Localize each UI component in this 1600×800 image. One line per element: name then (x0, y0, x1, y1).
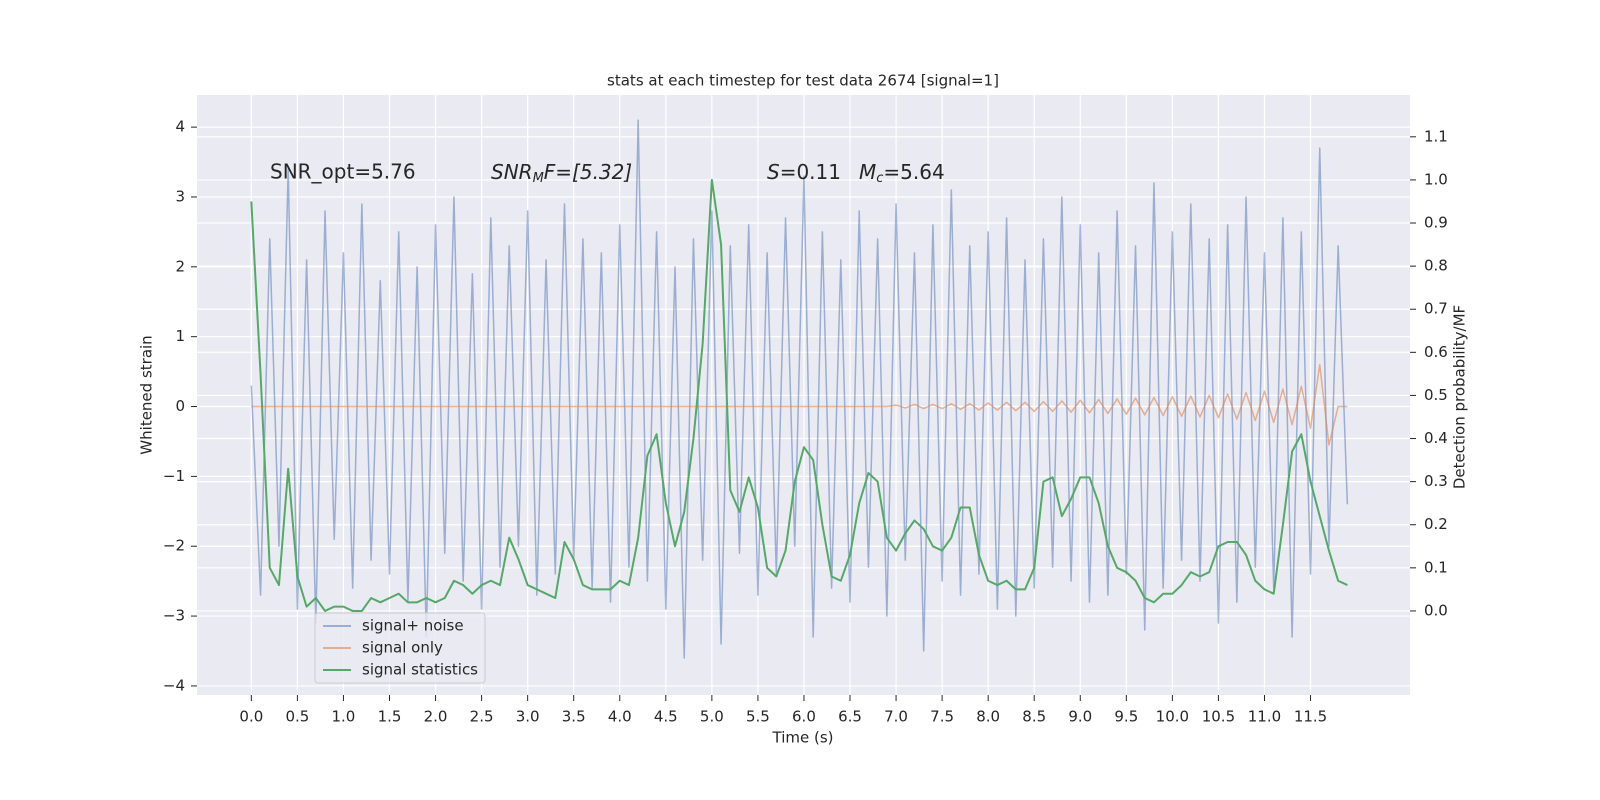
annotation: =0.11 (780, 160, 841, 184)
y-tick-label: −1 (163, 467, 185, 485)
y2-tick-label: 0.9 (1424, 214, 1448, 232)
annotation: F=[5.32] (544, 160, 632, 184)
x-tick-label: 7.5 (930, 708, 954, 726)
y2-tick-label: 0.3 (1424, 472, 1448, 490)
x-tick-label: 3.0 (516, 708, 540, 726)
x-axis-label: Time (s) (772, 729, 834, 747)
y2-tick-label: 0.0 (1424, 601, 1448, 619)
x-tick-label: 11.0 (1248, 708, 1281, 726)
y2-tick-label: 0.6 (1424, 343, 1448, 361)
y2-tick-label: 0.2 (1424, 515, 1448, 533)
x-tick-label: 0.0 (239, 708, 263, 726)
y-tick-label: 2 (175, 257, 185, 275)
legend-label: signal+ noise (362, 617, 464, 635)
x-tick-label: 10.5 (1202, 708, 1235, 726)
y2-tick-label: 0.4 (1424, 429, 1448, 447)
y-tick-label: 4 (175, 118, 185, 136)
y2-tick-label: 0.7 (1424, 300, 1448, 318)
legend-label: signal only (362, 639, 443, 657)
y-axis-label: Whitened strain (138, 335, 156, 454)
annotation: SNR_opt=5.76 (270, 160, 416, 184)
x-tick-label: 11.5 (1294, 708, 1327, 726)
annotation: =5.64 (883, 160, 944, 184)
series-line (250, 178, 1348, 612)
y-tick-label: 0 (175, 397, 185, 415)
y-tick-label: −4 (163, 676, 185, 694)
y-tick-label: −3 (163, 607, 185, 625)
x-tick-label: 8.0 (976, 708, 1000, 726)
x-tick-label: 3.5 (562, 708, 586, 726)
annotation: S (767, 160, 780, 184)
x-tick-label: 0.5 (285, 708, 309, 726)
x-tick-label: 10.0 (1156, 708, 1189, 726)
x-tick-label: 9.5 (1114, 708, 1138, 726)
legend-label: signal statistics (362, 661, 478, 679)
annotation: c (876, 171, 883, 186)
x-tick-label: 4.0 (608, 708, 632, 726)
x-tick-label: 4.5 (654, 708, 678, 726)
y-tick-label: 1 (175, 327, 185, 345)
y-tick-label: 3 (175, 187, 185, 205)
x-tick-label: 5.5 (746, 708, 770, 726)
annotation: Mc=5.64 (859, 160, 945, 186)
x-tick-label: 2.0 (424, 708, 448, 726)
x-tick-label: 7.0 (884, 708, 908, 726)
x-tick-label: 9.0 (1068, 708, 1092, 726)
x-tick-label: 5.0 (700, 708, 724, 726)
x-tick-label: 2.5 (470, 708, 494, 726)
y2-tick-label: 0.1 (1424, 558, 1448, 576)
annotation: SNR (491, 160, 533, 184)
series-line (250, 119, 1349, 659)
x-tick-label: 6.5 (838, 708, 862, 726)
series-line (251, 363, 1348, 446)
annotation: S=0.11 (767, 160, 841, 184)
y2-axis-label: Detection probability/MF (1451, 305, 1469, 489)
annotation: M (533, 171, 544, 186)
annotation: SNRMF=[5.32] (491, 160, 632, 186)
y-tick-label: −2 (163, 537, 185, 555)
y2-tick-label: 0.5 (1424, 386, 1448, 404)
annotation: M (859, 160, 876, 184)
x-tick-label: 1.5 (378, 708, 402, 726)
y2-tick-label: 1.0 (1424, 170, 1448, 188)
x-tick-label: 1.0 (332, 708, 356, 726)
legend-box (314, 612, 486, 684)
x-tick-label: 6.0 (792, 708, 816, 726)
chart-title: stats at each timestep for test data 267… (607, 72, 999, 90)
y2-tick-label: 1.1 (1424, 127, 1448, 145)
x-tick-label: 8.5 (1022, 708, 1046, 726)
y2-tick-label: 0.8 (1424, 257, 1448, 275)
